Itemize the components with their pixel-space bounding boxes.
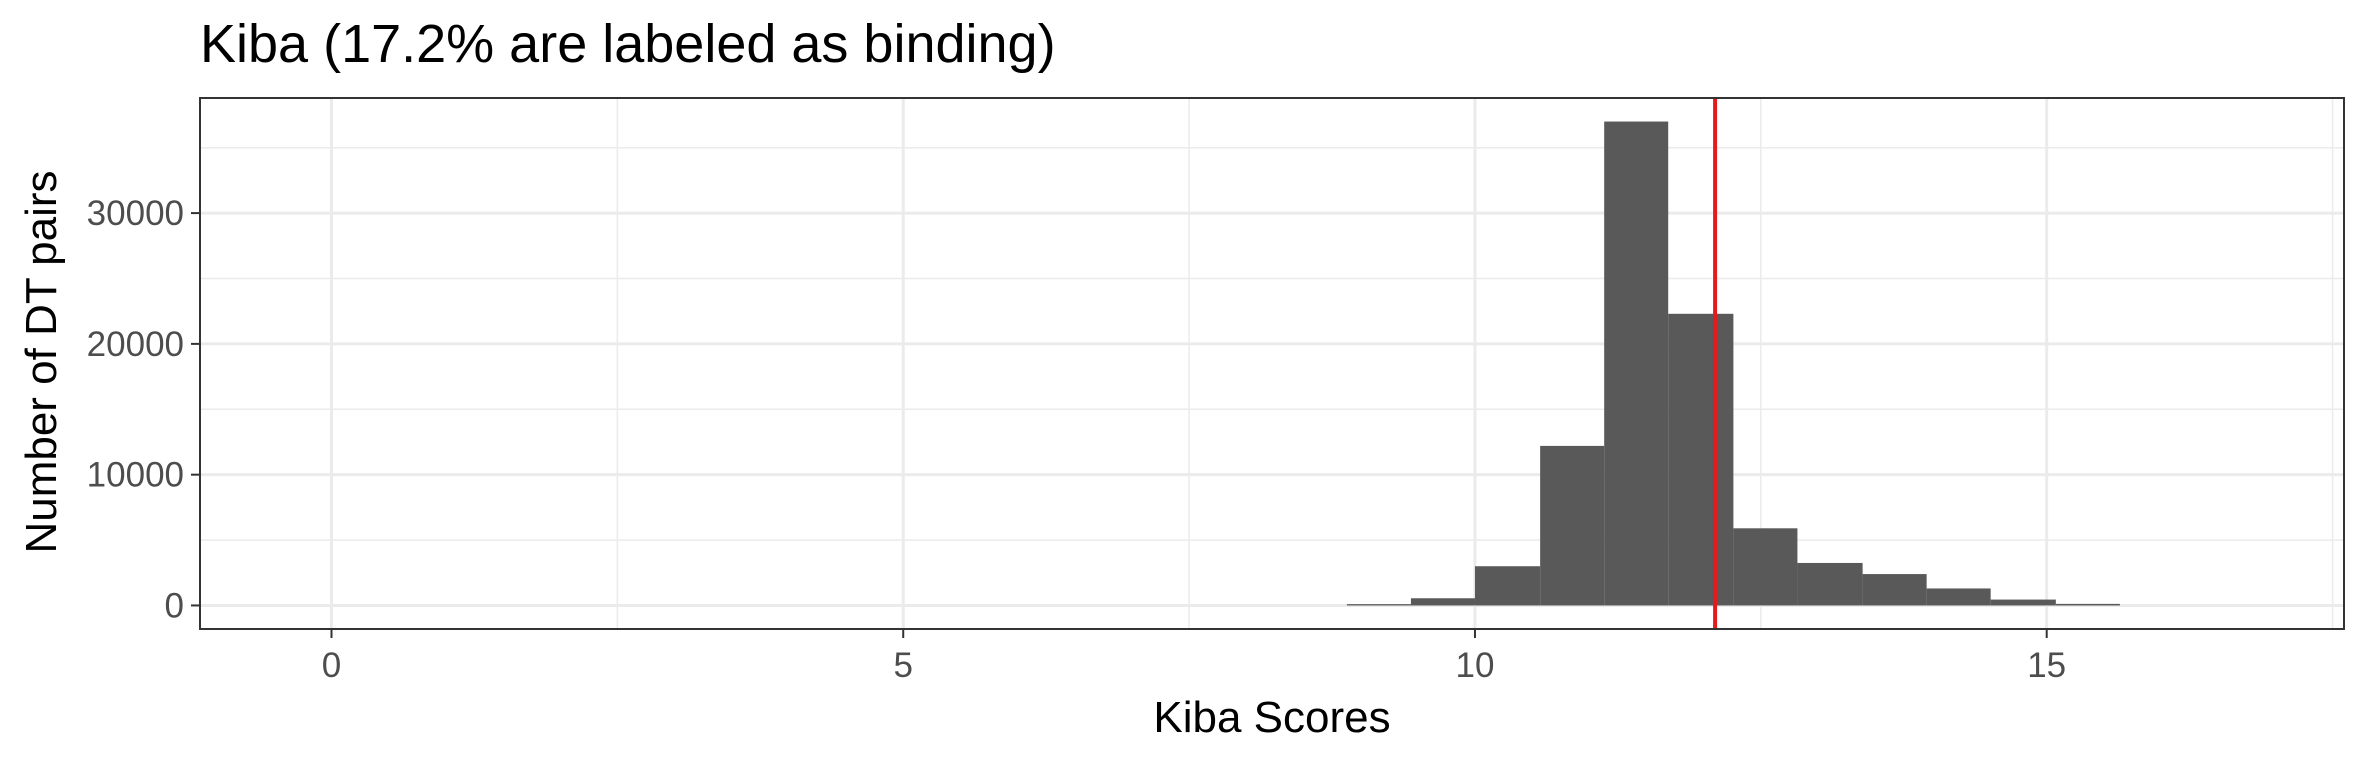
histogram-bar <box>1668 313 1734 606</box>
y-axis-ticks: 0 10000 20000 30000 <box>87 194 200 625</box>
histogram-bar <box>1990 599 2056 606</box>
histogram-bars <box>1346 121 2120 606</box>
histogram-bar <box>1604 121 1669 606</box>
x-tick-label: 0 <box>322 646 341 685</box>
y-tick-label: 20000 <box>87 325 184 364</box>
histogram-bar <box>2055 603 2120 606</box>
major-gridlines <box>200 98 2344 629</box>
histogram-bar <box>1346 604 1411 606</box>
histogram-bar <box>1797 562 1863 606</box>
x-axis-title: Kiba Scores <box>1153 693 1390 742</box>
histogram-bar <box>1733 528 1798 606</box>
x-tick-label: 15 <box>2027 646 2066 685</box>
y-axis-title: Number of DT pairs <box>17 170 66 553</box>
histogram-bar <box>1862 574 1927 606</box>
y-tick-label: 30000 <box>87 194 184 233</box>
chart-title: Kiba (17.2% are labeled as binding) <box>200 14 1056 74</box>
y-tick-label: 10000 <box>87 456 184 495</box>
histogram-bar <box>1926 588 1991 606</box>
x-axis-ticks: 0 5 10 15 <box>322 629 2066 685</box>
histogram-bar <box>1410 598 1475 606</box>
plot-panel-border <box>199 97 2345 630</box>
x-tick-label: 5 <box>893 646 912 685</box>
histogram-bar <box>1474 566 1541 606</box>
histogram-bar <box>1540 445 1605 606</box>
minor-gridlines <box>200 98 2344 629</box>
x-tick-label: 10 <box>1455 646 1494 685</box>
y-tick-label: 0 <box>165 586 184 625</box>
